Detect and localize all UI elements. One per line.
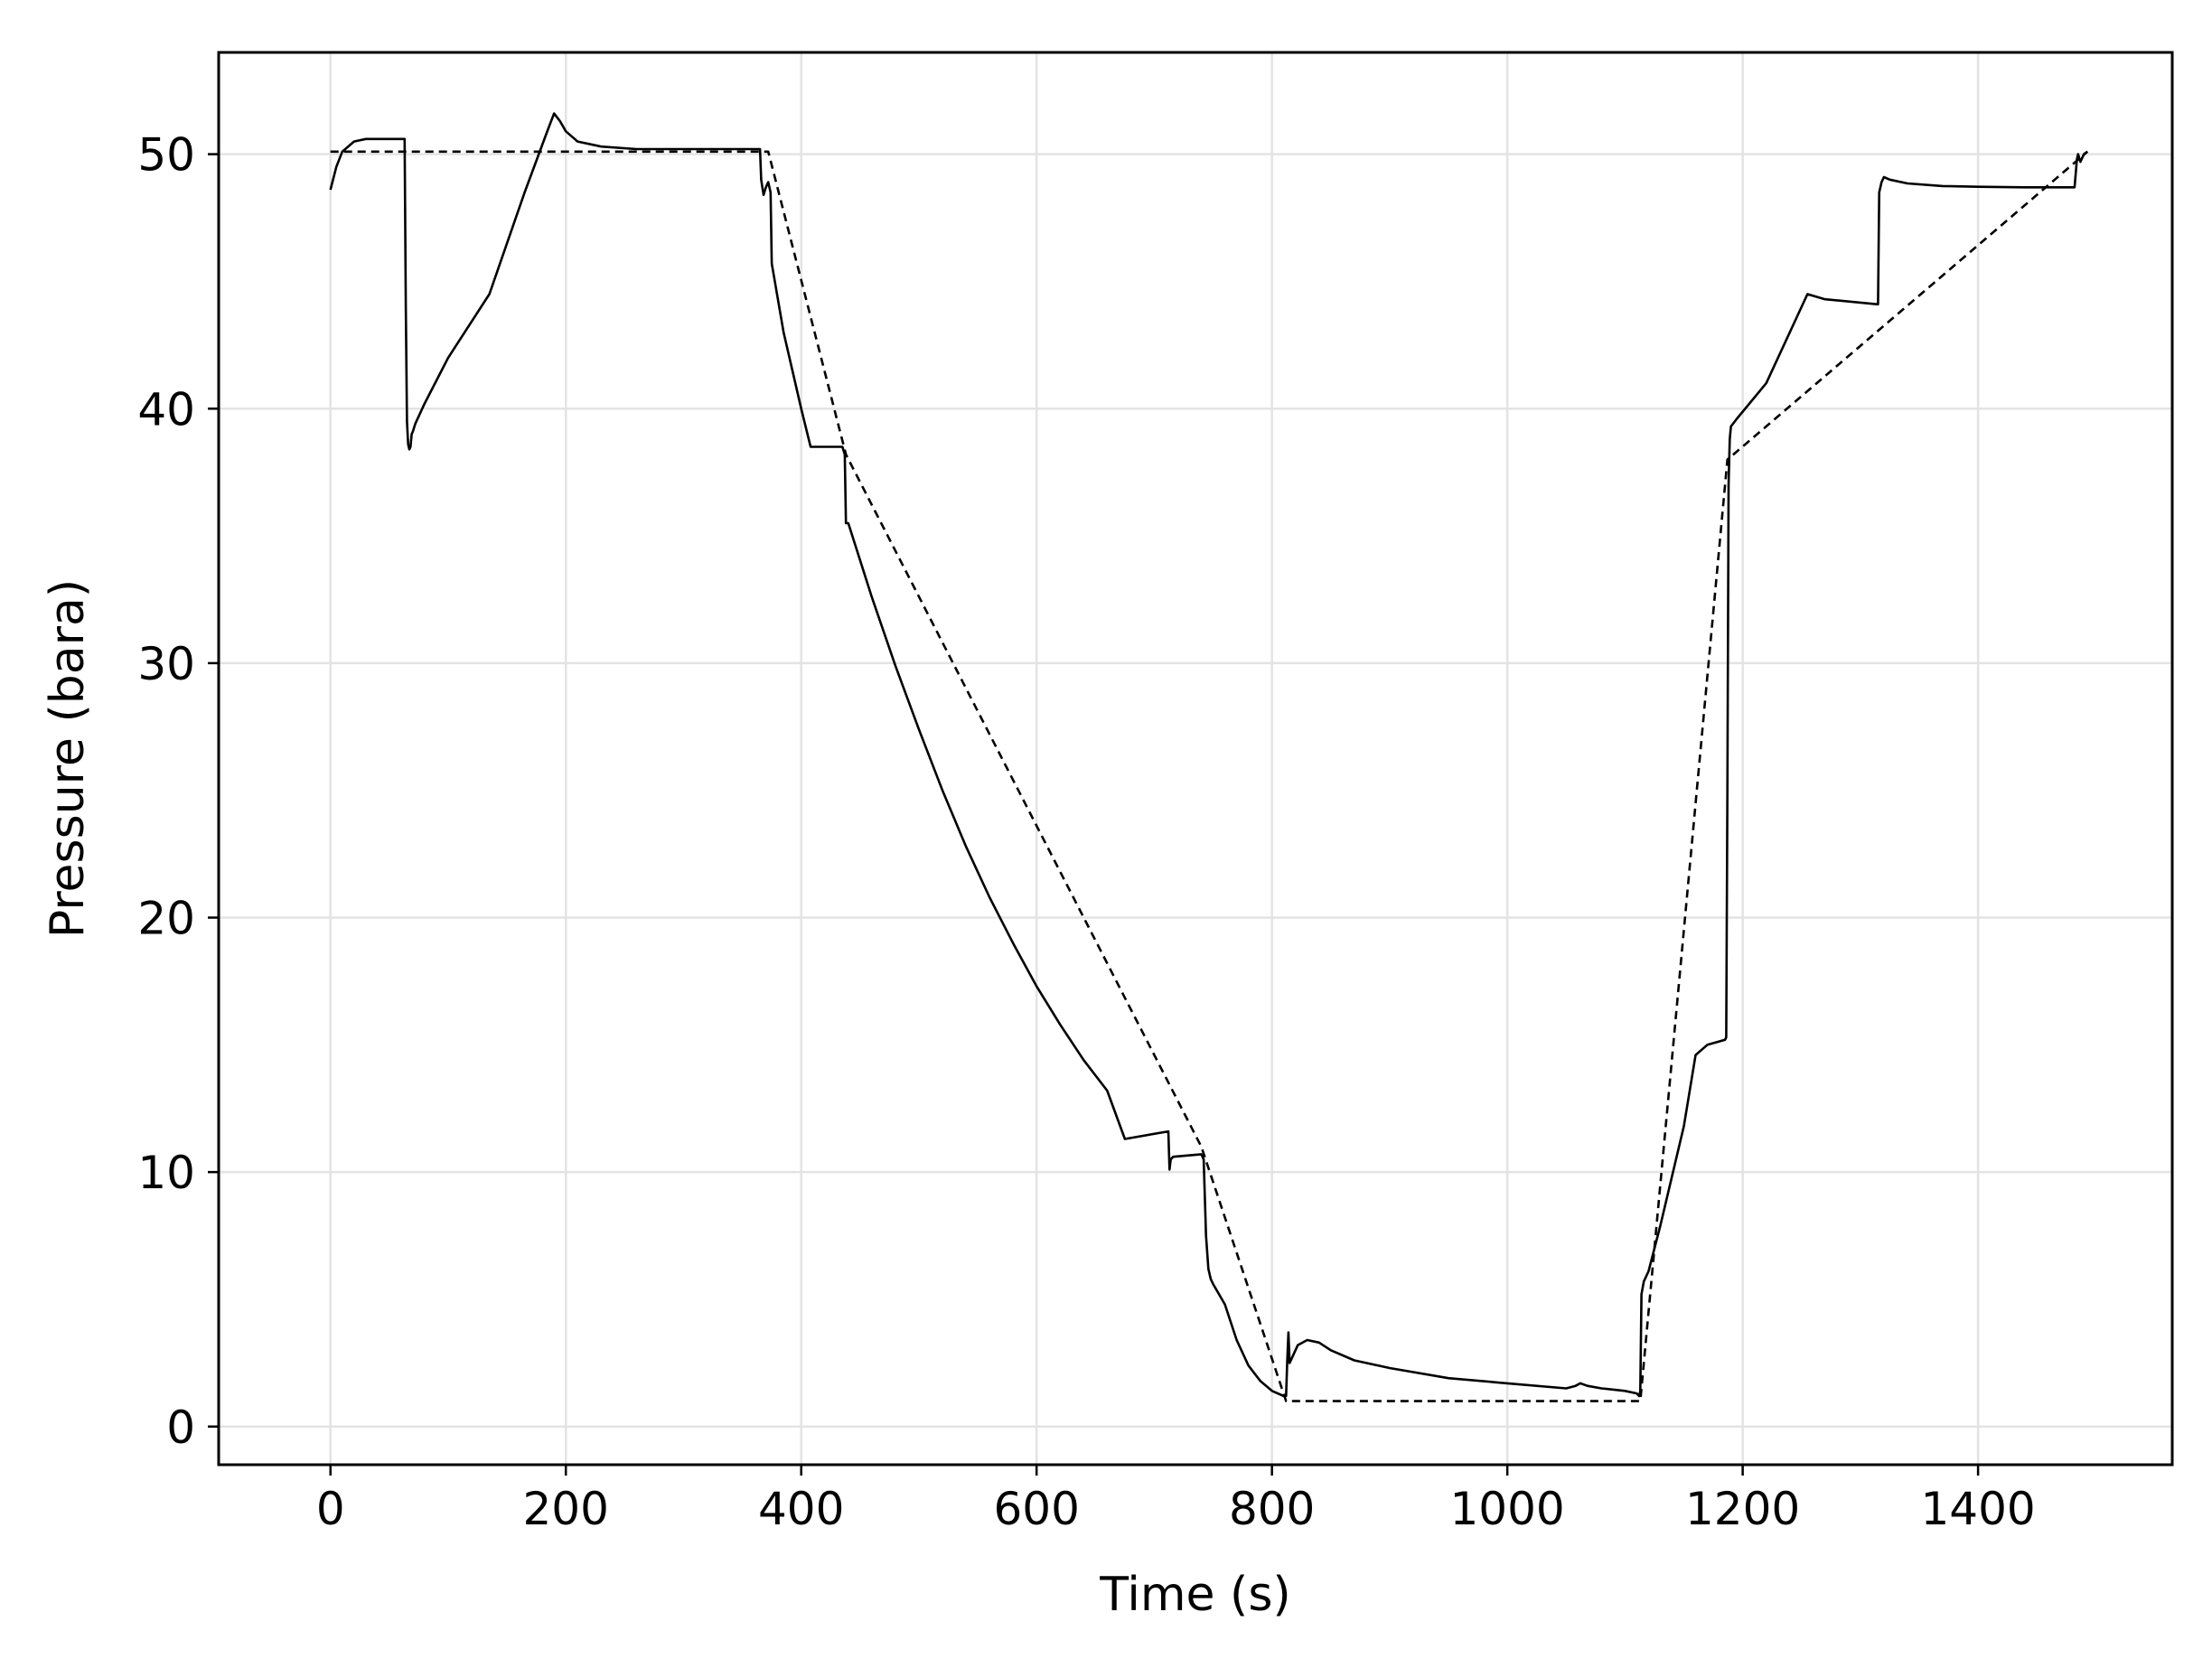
x-tick-label: 1400 [1920,1483,2035,1535]
x-tick-label: 800 [1229,1483,1315,1535]
y-axis-label: Pressure (bara) [41,579,95,938]
plot-series [329,112,2089,1402]
y-tick-label: 20 [137,893,195,945]
x-tick-label: 0 [316,1483,345,1535]
y-tick-label: 0 [166,1401,195,1454]
x-tick-label: 600 [993,1483,1079,1535]
x-tick-label: 1200 [1685,1483,1800,1535]
dashed-series-line [330,150,2089,1402]
x-tick-label: 1000 [1450,1483,1565,1535]
y-tick-label: 10 [137,1147,195,1199]
axis-ticks: 0 200 400 600 800 1000 1200 1400 0 10 20 30 40 50 [137,129,2035,1535]
y-tick-label: 30 [137,638,195,690]
y-tick-label: 50 [137,129,195,182]
x-tick-label: 200 [522,1483,608,1535]
grid [219,52,2172,1465]
x-tick-label: 400 [758,1483,844,1535]
plot-frame [217,51,2174,1467]
x-axis-label: Time (s) [1099,1568,1290,1622]
y-tick-label: 40 [137,383,195,436]
solid-series-line [329,112,2088,1398]
